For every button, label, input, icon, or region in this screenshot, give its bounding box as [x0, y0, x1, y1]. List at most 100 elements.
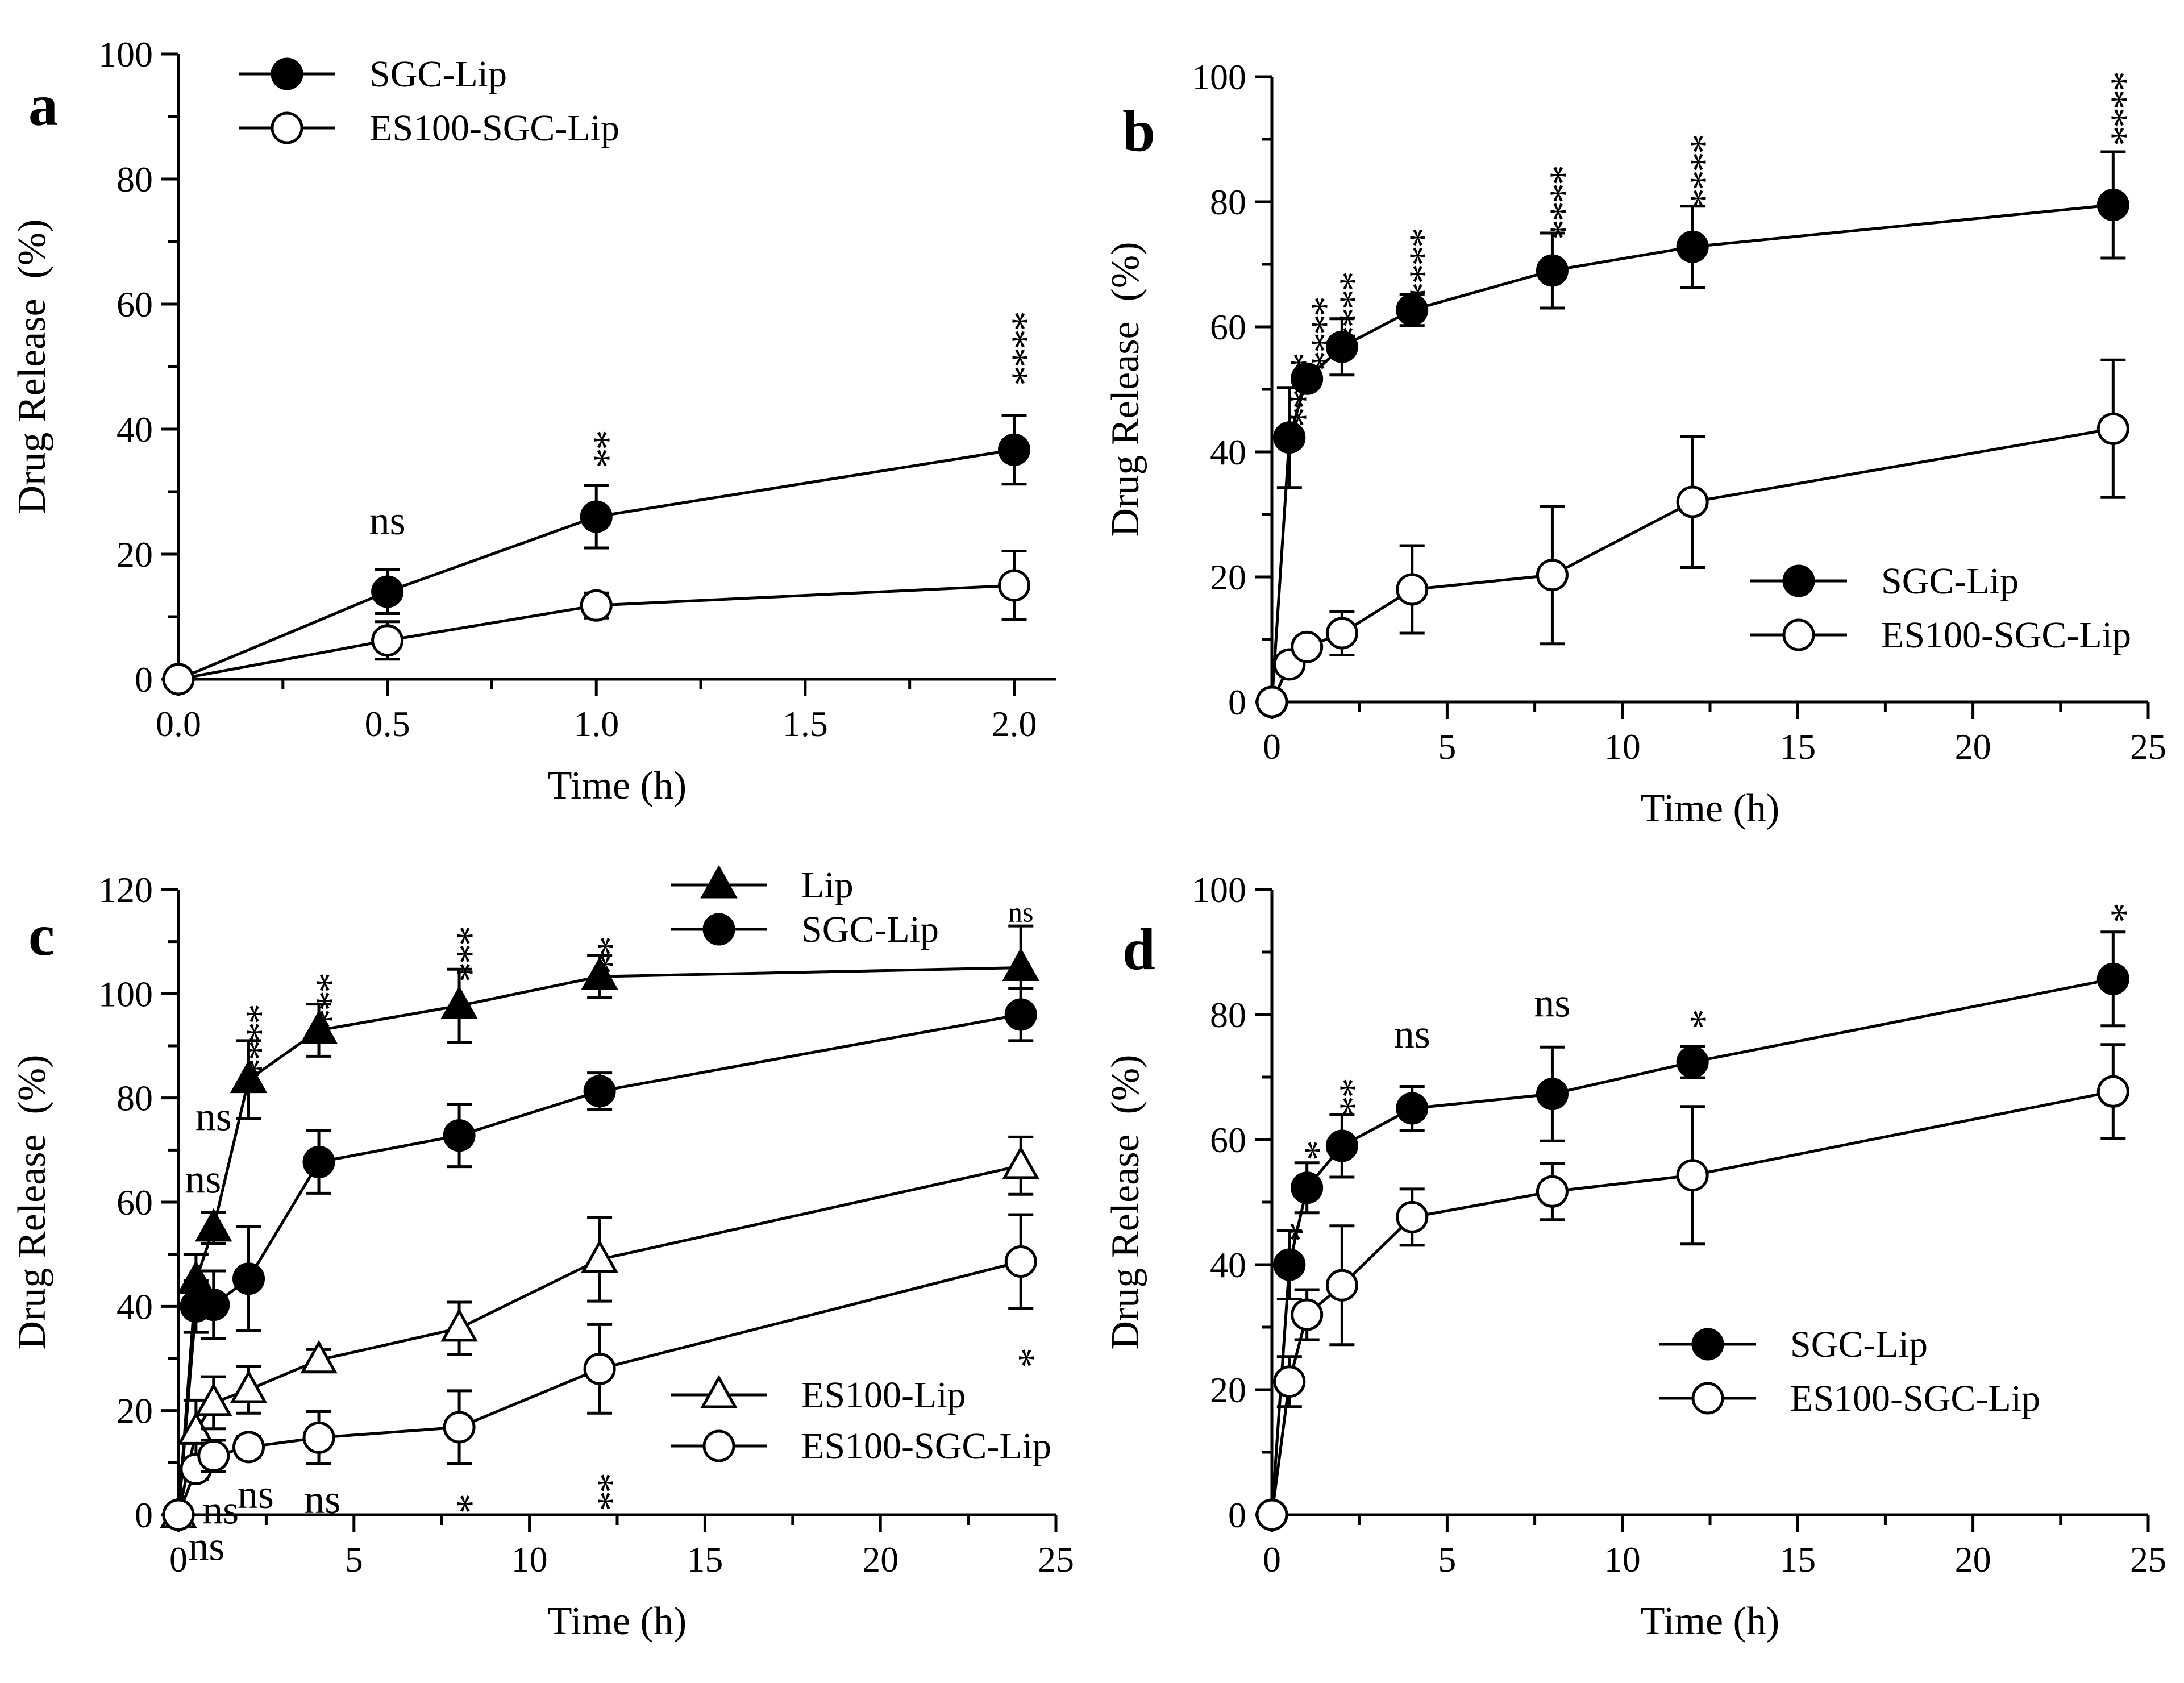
x-tick-label: 20: [1955, 726, 1991, 767]
x-axis-title: Time (h): [1641, 1599, 1779, 1643]
significance-label: ***: [436, 925, 482, 980]
x-tick-label: 10: [511, 1539, 548, 1580]
y-axis-title: Drug Release (%): [1104, 1055, 1147, 1350]
x-tick-label: 15: [687, 1539, 723, 1580]
x-axis-title: Time (h): [548, 764, 687, 808]
significance-label: ****: [1319, 271, 1365, 344]
data-point: [232, 1431, 265, 1464]
y-tick-label: 0: [135, 1495, 153, 1535]
legend: SGC-Lip ES100-SGC-Lip: [1659, 1324, 2040, 1419]
significance-label: ns: [369, 498, 406, 543]
significance-label: *: [1284, 1140, 1330, 1159]
legend-marker: [700, 865, 738, 899]
significance-stars: ****: [2090, 71, 2136, 144]
x-tick-label: 10: [1604, 726, 1641, 767]
y-tick-label: 60: [1210, 1120, 1246, 1160]
data-point: [583, 1075, 616, 1108]
y-axis-title: Drug Release (%): [10, 219, 54, 514]
data-point: [1273, 1365, 1306, 1398]
data-point: [443, 1411, 476, 1444]
legend-marker: [271, 111, 303, 144]
data-point: [1325, 330, 1358, 363]
significance-label: ns: [1008, 896, 1033, 928]
significance-stars: **: [1319, 1078, 1365, 1115]
significance-stars: *: [998, 1348, 1043, 1366]
y-tick-label: 40: [117, 409, 153, 450]
legend-label: ES100-SGC-Lip: [1790, 1378, 2040, 1419]
x-tick-label: 20: [1955, 1539, 1991, 1580]
data-point: [371, 575, 404, 608]
data-point: [443, 1119, 476, 1152]
y-tick-label: 100: [98, 974, 153, 1014]
significance-label: ns: [1534, 980, 1570, 1026]
legend-label: ES100-SGC-Lip: [1881, 614, 2131, 656]
significance-stars: *: [1267, 1221, 1312, 1240]
data-point: [2096, 962, 2129, 995]
significance-label: ns: [188, 1524, 224, 1569]
y-tick-label: 100: [1192, 870, 1246, 910]
significance-label: ****: [226, 1004, 272, 1077]
data-point: [1325, 617, 1358, 650]
y-tick-label: 80: [117, 1078, 153, 1119]
data-point: [1291, 1171, 1324, 1204]
series-es100-sgc-lip: [1255, 358, 2129, 718]
significance-stars: ***: [436, 925, 482, 980]
y-tick-label: 100: [1192, 57, 1246, 97]
x-tick-label: 5: [345, 1539, 363, 1580]
x-tick-label: 0: [169, 1539, 188, 1580]
data-point: [1396, 573, 1429, 606]
data-point: [197, 1439, 230, 1472]
significance-stars: ****: [1670, 134, 1715, 207]
data-point: [1396, 1092, 1429, 1125]
series-es100-sgc-lip: [162, 1213, 1037, 1531]
x-tick-label: 10: [1604, 1539, 1641, 1580]
x-tick-label: 0.0: [156, 704, 201, 744]
data-point: [1536, 254, 1569, 287]
panel-letter: d: [1122, 917, 1155, 982]
legend-marker: [1691, 1382, 1724, 1415]
significance-label: ns: [202, 1487, 239, 1532]
legend-label: SGC-Lip: [369, 53, 507, 95]
y-tick-label: 20: [117, 1391, 153, 1431]
series-line: [178, 584, 1014, 681]
significance-stars: ****: [226, 1004, 272, 1077]
data-point: [194, 1382, 232, 1416]
panel-letter: a: [28, 73, 58, 138]
x-tick-label: 2.0: [991, 704, 1037, 744]
x-axis-title: Time (h): [1641, 787, 1779, 830]
data-point: [1002, 948, 1040, 981]
data-point: [302, 1421, 335, 1454]
panel-letter: c: [28, 903, 55, 968]
series-sgc-lip: [162, 987, 1037, 1531]
data-point: [1255, 1498, 1288, 1531]
x-tick-label: 25: [2130, 726, 2166, 767]
significance-label: ns: [238, 1472, 274, 1517]
significance-label: *: [1267, 1221, 1312, 1240]
legend-marker: [1691, 1328, 1724, 1361]
data-point: [1273, 1248, 1306, 1281]
x-tick-label: 1.0: [573, 704, 619, 744]
data-point: [162, 1498, 195, 1531]
data-point: [2096, 412, 2129, 445]
panel-b: 0 5 10 15 20 25 0 20 40 60 80 100 Time (h) Drug Relea…: [1104, 57, 2166, 830]
legend-marker: [1782, 564, 1815, 597]
legend-marker: [702, 913, 735, 946]
data-point: [230, 1369, 268, 1403]
x-tick-label: 1.5: [783, 704, 828, 744]
y-tick-label: 0: [1228, 682, 1246, 722]
y-tick-label: 0: [1228, 1495, 1246, 1535]
significance-stars: ****: [1270, 352, 1316, 426]
data-point: [1291, 1298, 1324, 1331]
significance-label: ns: [1394, 1012, 1430, 1057]
y-tick-label: 80: [117, 159, 153, 200]
significance-label: ns: [195, 1094, 232, 1139]
significance-label: ****: [1529, 165, 1575, 238]
legend: ES100-Lip ES100-SGC-Lip: [671, 1374, 1051, 1467]
significance-stars: *: [436, 1494, 482, 1512]
x-tick-label: 0: [1263, 726, 1281, 767]
data-point: [232, 1262, 265, 1295]
panel-a: 0.0 0.5 1.0 1.5 2.0 0 20 40 60 80 100 Time (h) Drug …: [10, 34, 1056, 808]
significance-stars: ****: [991, 311, 1037, 384]
data-point: [162, 663, 195, 696]
